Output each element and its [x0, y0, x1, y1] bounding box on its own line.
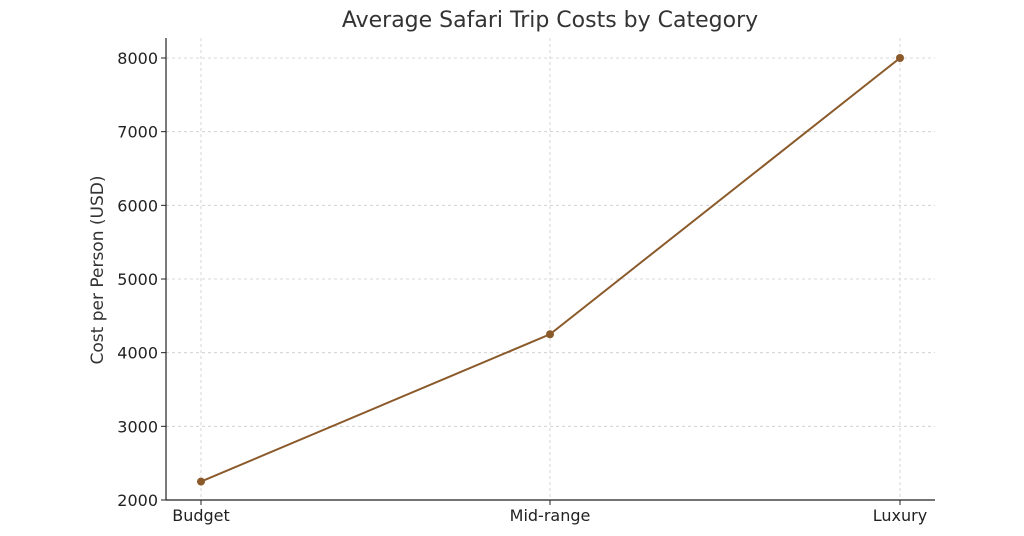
data-point — [896, 54, 904, 62]
series — [197, 54, 904, 486]
y-tick-label: 4000 — [117, 344, 158, 363]
x-ticks: Budget Mid-range Luxury — [172, 500, 927, 525]
data-point — [197, 477, 205, 486]
data-point — [546, 330, 554, 339]
y-ticks: 2000 3000 4000 5000 6000 7000 8000 — [117, 49, 166, 510]
x-tick-label: Mid-range — [510, 506, 591, 525]
grid — [166, 38, 935, 500]
y-tick-label: 6000 — [117, 196, 158, 215]
y-axis-label: Cost per Person (USD) — [88, 176, 108, 365]
x-tick-label: Budget — [172, 506, 230, 525]
y-tick-label: 5000 — [117, 270, 158, 289]
axes — [165, 38, 935, 501]
y-tick-label: 8000 — [117, 49, 158, 68]
y-tick-label: 3000 — [117, 417, 158, 436]
series-line — [200, 57, 901, 483]
chart-title: Average Safari Trip Costs by Category — [342, 8, 758, 33]
x-tick-label: Luxury — [873, 506, 927, 525]
y-tick-label: 7000 — [117, 123, 158, 142]
y-tick-label: 2000 — [117, 491, 158, 510]
